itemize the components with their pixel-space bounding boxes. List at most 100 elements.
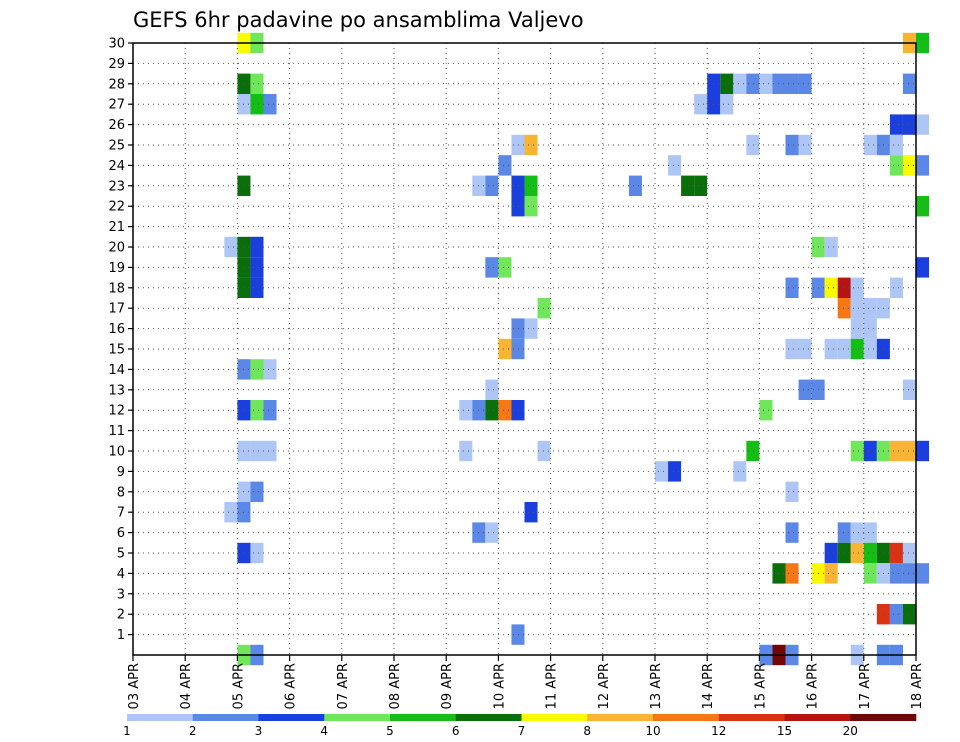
heatmap-cell [889, 155, 903, 176]
heatmap-cell [759, 400, 773, 421]
heatmap-cell [824, 542, 838, 564]
heatmap-cell [668, 155, 682, 176]
colorbar-label: 6 [452, 724, 460, 738]
heatmap-cell [681, 175, 695, 196]
x-tick-label: 03 APR [127, 663, 142, 709]
heatmap-cell [733, 73, 747, 94]
y-tick-label: 23 [108, 179, 125, 194]
y-tick-label: 29 [108, 57, 125, 72]
heatmap-cell [459, 400, 473, 421]
y-tick-label: 20 [108, 241, 125, 256]
heatmap-cell [720, 94, 734, 115]
heatmap-cell [798, 73, 812, 94]
heatmap-cell [902, 542, 916, 564]
heatmap-cell [250, 236, 264, 258]
heatmap-cell [824, 563, 838, 584]
y-tick-label: 25 [108, 139, 125, 154]
heatmap-cell [798, 379, 812, 400]
heatmap-cell [902, 155, 916, 176]
heatmap-cell [850, 318, 864, 339]
y-tick-label: 6 [117, 526, 125, 541]
heatmap-cell [263, 359, 277, 380]
heatmap-cell [902, 114, 916, 135]
heatmap-cell [837, 338, 851, 360]
colorbar-label: 5 [386, 724, 394, 738]
heatmap-cell [889, 604, 903, 625]
y-tick-label: 19 [108, 261, 125, 276]
y-tick-label: 22 [108, 200, 125, 215]
heatmap-cell [694, 175, 708, 196]
heatmap-cell [694, 94, 708, 115]
heatmap-cell [224, 502, 238, 523]
heatmap-cell [511, 624, 525, 645]
x-axis: 03 APR 04 APR 05 APR 06 APR 07 APR 08 APR 09 A… [127, 655, 925, 709]
heatmap-cell [485, 400, 499, 421]
heatmap-cell [250, 359, 264, 380]
y-axis: 1234567891011121314151617181920212223242… [108, 37, 133, 643]
heatmap-cell [902, 604, 916, 625]
heatmap-cell [837, 522, 851, 543]
colorbar: 1 2 3 4 5 6 7 8 10 12 15 20 [123, 714, 917, 738]
colorbar-label: 3 [255, 724, 263, 738]
heatmap-cell [824, 236, 838, 258]
heatmap-cell [889, 563, 903, 584]
heatmap-cell [916, 440, 930, 462]
y-tick-label: 18 [108, 281, 125, 296]
heatmap-cell [889, 114, 903, 135]
heatmap-cell [224, 236, 238, 258]
y-tick-label: 13 [108, 383, 125, 398]
heatmap-cell [720, 73, 734, 94]
heatmap-cell [537, 440, 551, 462]
heatmap-cell [916, 563, 930, 584]
y-tick-label: 12 [108, 404, 125, 419]
heatmap-cell [746, 134, 760, 156]
heatmap-cell [250, 481, 264, 502]
heatmap-cell [668, 461, 682, 482]
heatmap-cell [863, 522, 877, 543]
colorbar-swatch [192, 714, 259, 721]
y-tick-label: 11 [108, 424, 125, 439]
heatmap-cell [785, 73, 799, 94]
y-tick-label: 26 [108, 118, 125, 133]
x-tick-label: 16 APR [806, 663, 821, 709]
colorbar-label: 12 [711, 724, 726, 738]
heatmap-cell [498, 155, 512, 176]
heatmap-cell [916, 257, 930, 278]
colorbar-label: 2 [189, 724, 197, 738]
colorbar-label: 1 [123, 724, 131, 738]
heatmap-cell [250, 542, 264, 564]
heatmap-cell [902, 73, 916, 94]
heatmap-cell [511, 196, 525, 217]
x-tick-label: 09 APR [440, 663, 455, 709]
y-tick-label: 5 [117, 547, 125, 562]
colorbar-swatch [587, 714, 654, 721]
heatmap-cell [485, 379, 499, 400]
heatmap-cell [798, 134, 812, 156]
x-tick-label: 13 APR [649, 663, 664, 709]
y-tick-label: 14 [108, 363, 125, 378]
heatmap-cell [250, 400, 264, 421]
heatmap-cell [837, 277, 851, 298]
heatmap-cell [250, 94, 264, 115]
heatmap-cell [498, 257, 512, 278]
colorbar-label: 7 [518, 724, 526, 738]
heatmap-cell [902, 440, 916, 462]
heatmap-cell [746, 73, 760, 94]
heatmap-cell [263, 400, 277, 421]
colorbar-label: 20 [843, 724, 858, 738]
colorbar-swatch [127, 714, 194, 721]
heatmap-cell [250, 73, 264, 94]
y-tick-label: 21 [108, 220, 125, 235]
heatmap-cell [863, 563, 877, 584]
heatmap-cell [837, 298, 851, 319]
heatmap-cell [863, 542, 877, 564]
y-tick-label: 8 [117, 485, 125, 500]
heatmap-cell [263, 94, 277, 115]
heatmap-cell [511, 134, 525, 156]
x-tick-label: 07 APR [336, 663, 351, 709]
heatmap-cell [537, 298, 551, 319]
heatmap-cell [863, 440, 877, 462]
heatmap-cell [824, 277, 838, 298]
y-tick-label: 27 [108, 98, 125, 113]
heatmap-cell [863, 338, 877, 360]
